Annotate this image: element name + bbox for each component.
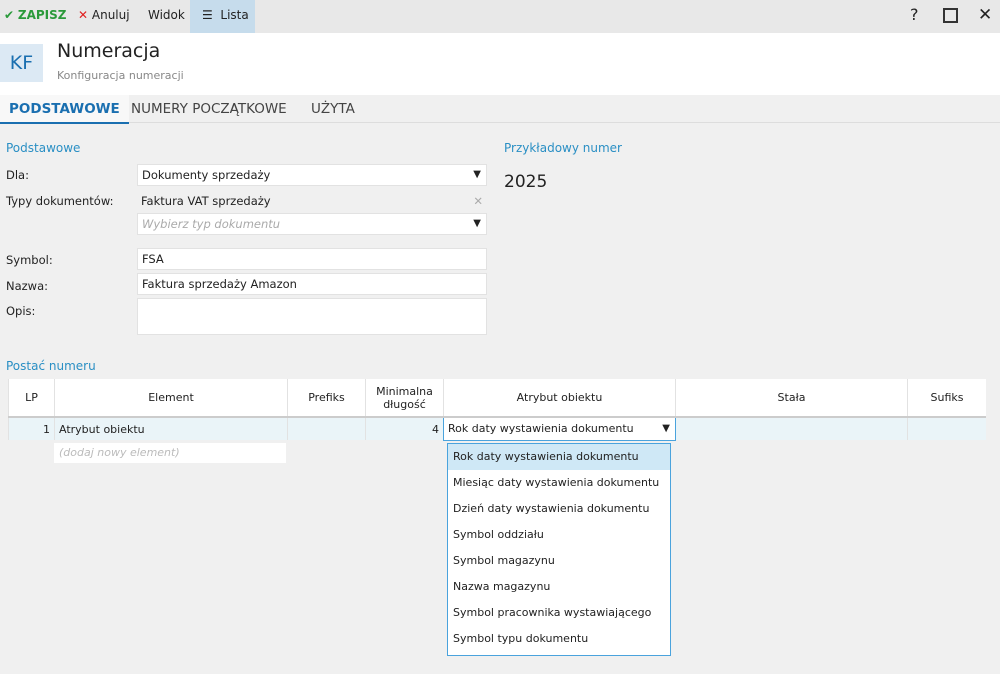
type-chip-label: Faktura VAT sprzedaży bbox=[141, 194, 271, 208]
name-label: Nazwa: bbox=[6, 279, 49, 293]
cell-suffix[interactable] bbox=[907, 417, 986, 440]
menu-icon: ☰ bbox=[202, 8, 213, 22]
tab-numery-poczatkowe[interactable]: NUMERY POCZĄTKOWE bbox=[131, 101, 287, 117]
help-button[interactable]: ? bbox=[910, 5, 919, 24]
example-value: 2025 bbox=[504, 172, 548, 192]
check-icon: ✔ bbox=[4, 8, 15, 22]
view-button[interactable]: Widok bbox=[148, 8, 185, 22]
tab-uzyta[interactable]: UŻYTA bbox=[311, 101, 355, 117]
col-suffix[interactable]: Sufiks bbox=[907, 379, 986, 418]
types-select[interactable]: Wybierz typ dokumentu ▼ bbox=[137, 213, 487, 235]
list-button[interactable]: ☰ Lista bbox=[190, 0, 255, 33]
col-attribute[interactable]: Atrybut obiektu bbox=[443, 379, 676, 418]
close-icon: ✕ bbox=[78, 8, 89, 22]
section-basic: Podstawowe bbox=[6, 141, 81, 155]
option[interactable]: Symbol magazynu bbox=[453, 554, 555, 567]
for-select[interactable]: Dokumenty sprzedaży ▼ bbox=[137, 164, 487, 186]
cancel-button[interactable]: ✕ Anuluj bbox=[78, 8, 130, 22]
tab-bar: PODSTAWOWE NUMERY POCZĄTKOWE UŻYTA bbox=[0, 95, 1000, 124]
cell-const[interactable] bbox=[675, 417, 908, 440]
tab-podstawowe[interactable]: PODSTAWOWE bbox=[0, 95, 129, 124]
option[interactable]: Symbol pracownika wystawiającego bbox=[453, 606, 652, 619]
symbol-label: Symbol: bbox=[6, 253, 53, 267]
section-format: Postać numeru bbox=[6, 359, 96, 373]
col-prefix[interactable]: Prefiks bbox=[287, 379, 366, 418]
option[interactable]: Symbol oddziału bbox=[453, 528, 544, 541]
cell-lp: 1 bbox=[8, 417, 55, 440]
chevron-down-icon: ▼ bbox=[473, 218, 481, 229]
chevron-down-icon: ▼ bbox=[473, 169, 481, 180]
add-element-input[interactable]: (dodaj nowy element) bbox=[54, 443, 286, 463]
page-title: Numeracja bbox=[57, 40, 161, 62]
col-lp[interactable]: LP bbox=[8, 379, 55, 418]
types-placeholder: Wybierz typ dokumentu bbox=[142, 217, 281, 231]
option[interactable]: Miesiąc daty wystawienia dokumentu bbox=[453, 476, 660, 489]
format-table: LP Element Prefiks Minimalna długość Atr… bbox=[8, 379, 986, 441]
table-row[interactable]: 1 Atrybut obiektu 4 Rok daty wystawienia… bbox=[8, 416, 986, 441]
option[interactable]: Nazwa magazynu bbox=[453, 580, 551, 593]
option[interactable]: Symbol typu dokumentu bbox=[453, 632, 589, 645]
desc-input[interactable] bbox=[137, 298, 487, 335]
cell-prefix[interactable] bbox=[287, 417, 366, 440]
col-const[interactable]: Stała bbox=[675, 379, 908, 418]
col-min-length[interactable]: Minimalna długość bbox=[365, 379, 444, 418]
cell-element[interactable]: Atrybut obiektu bbox=[54, 417, 288, 440]
cell-min-length[interactable]: 4 bbox=[365, 417, 444, 440]
name-input[interactable]: Faktura sprzedaży Amazon bbox=[137, 273, 487, 295]
symbol-input[interactable]: FSA bbox=[137, 248, 487, 270]
for-label: Dla: bbox=[6, 168, 29, 182]
attribute-dropdown: Rok daty wystawienia dokumentu Miesiąc d… bbox=[447, 443, 671, 656]
header bbox=[0, 33, 1000, 95]
chevron-down-icon: ▼ bbox=[662, 423, 670, 434]
col-element[interactable]: Element bbox=[54, 379, 288, 418]
close-window-icon[interactable]: ✕ bbox=[978, 5, 993, 25]
for-value: Dokumenty sprzedaży bbox=[142, 168, 271, 182]
cell-attribute-select[interactable]: Rok daty wystawienia dokumentu ▼ bbox=[443, 416, 676, 441]
types-label: Typy dokumentów: bbox=[6, 194, 114, 208]
option[interactable]: Rok daty wystawienia dokumentu bbox=[448, 444, 670, 470]
toolbar: ✔ ZAPISZ ✕ Anuluj Widok ☰ Lista ? ✕ bbox=[0, 0, 1000, 33]
page-subtitle: Konfiguracja numeracji bbox=[57, 69, 184, 82]
example-label: Przykładowy numer bbox=[504, 141, 622, 155]
attribute-value: Rok daty wystawienia dokumentu bbox=[448, 422, 634, 436]
type-chip: Faktura VAT sprzedaży ✕ bbox=[141, 194, 487, 208]
desc-label: Opis: bbox=[6, 304, 36, 318]
maximize-icon[interactable] bbox=[943, 8, 958, 23]
save-button[interactable]: ✔ ZAPISZ bbox=[4, 8, 67, 22]
remove-icon[interactable]: ✕ bbox=[473, 194, 483, 208]
app-badge: KF bbox=[0, 44, 43, 82]
option[interactable]: Dzień daty wystawienia dokumentu bbox=[453, 502, 650, 515]
